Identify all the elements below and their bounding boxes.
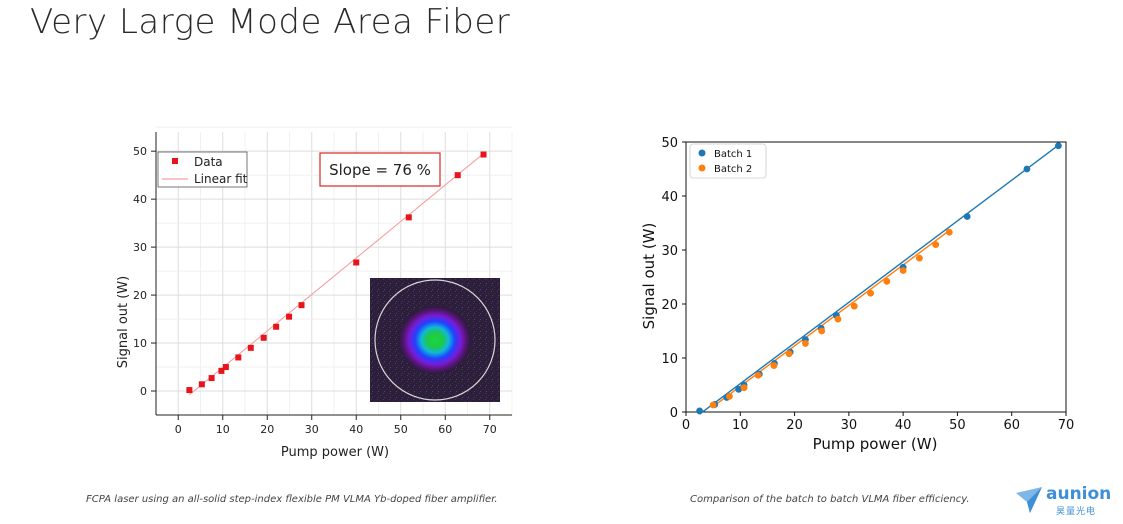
data-point	[454, 172, 461, 179]
slope-annotation: Slope = 76 %	[319, 152, 441, 187]
legend-label-batch1: Batch 1	[714, 149, 752, 160]
x-tick-label: 30	[841, 418, 858, 433]
x-tick-label: 60	[438, 423, 452, 436]
data-point-batch2	[802, 340, 809, 347]
y-tick-label: 20	[133, 289, 147, 302]
data-point-batch2	[770, 362, 778, 369]
paper-plane-icon	[1016, 487, 1042, 513]
chart-batch-comparison: 0 10 20 30 40 50 60 70 0 10 20 30 40 50 Pump power (W…	[640, 136, 1074, 453]
data-point	[298, 302, 305, 309]
data-point	[480, 151, 487, 158]
legend-marker-batch1	[698, 149, 706, 157]
x-tick-label: 20	[786, 418, 803, 433]
x-tick-label: 40	[895, 418, 912, 433]
y-tick-label: 40	[133, 193, 147, 206]
tick-labels: 0 10 20 30 40 50 60 70 0 10 20 30 40 50	[661, 136, 1074, 433]
x-tick-label: 0	[175, 423, 182, 436]
x-tick-label: 70	[483, 423, 497, 436]
data-point	[247, 344, 254, 351]
data-point	[273, 323, 280, 330]
logo-name: aunion	[1046, 484, 1112, 504]
y-tick-label: 0	[140, 385, 147, 398]
legend-label-data: Data	[194, 155, 223, 169]
data-point-batch2	[834, 315, 842, 323]
x-tick-label: 60	[1003, 418, 1020, 433]
y-tick-label: 30	[661, 244, 678, 259]
y-tick-label: 30	[133, 241, 147, 254]
plot-frame	[685, 141, 1067, 413]
data-point-batch2	[818, 327, 826, 335]
data-point-batch2	[726, 392, 733, 400]
data-point	[260, 334, 267, 341]
legend: Batch 1 Batch 2	[689, 143, 767, 179]
data-point-batch1	[963, 213, 971, 220]
beam-profile-inset	[370, 278, 500, 402]
data-point-batch2	[785, 350, 793, 358]
y-tick-label: 0	[670, 406, 678, 421]
company-logo: aunion 昊量光电	[1012, 484, 1116, 518]
caption-right: Comparison of the batch to batch VLMA fi…	[690, 494, 970, 505]
tick-labels: 0 10 20 30 40 50 60 70 0 10 20 30 40 50	[133, 145, 497, 436]
legend: Data Linear fit	[157, 151, 248, 188]
data-point	[186, 387, 193, 394]
data-point	[208, 375, 215, 382]
data-point-batch2	[916, 254, 923, 262]
fit-line-layer	[699, 144, 1059, 415]
y-axis-label: Signal out (W)	[116, 276, 131, 369]
y-tick-label: 50	[133, 145, 147, 158]
x-tick-label: 10	[732, 418, 749, 433]
data-point-batch2	[945, 228, 953, 236]
y-axis-label: Signal out (W)	[640, 223, 658, 330]
data-point	[218, 367, 225, 374]
x-tick-label: 10	[216, 423, 230, 436]
y-tick-label: 10	[661, 352, 678, 367]
data-point	[286, 313, 293, 320]
data-points-layer	[696, 142, 1062, 415]
plot-axes	[151, 132, 512, 420]
legend-marker-data	[172, 158, 178, 164]
x-tick-label: 50	[949, 418, 966, 433]
y-tick-label: 50	[661, 136, 678, 151]
legend-label-fit: Linear fit	[194, 172, 248, 186]
data-points-layer	[186, 151, 487, 394]
data-point-batch2	[932, 241, 940, 248]
fit-line-batch1	[699, 144, 1059, 415]
data-point-batch2	[850, 302, 858, 310]
data-point	[222, 364, 229, 371]
data-point-batch1	[1023, 165, 1031, 173]
data-point-batch1	[735, 385, 743, 393]
data-point-batch2	[740, 384, 748, 392]
data-point-batch2	[709, 401, 717, 409]
data-point-batch2	[754, 371, 762, 379]
x-tick-label: 50	[394, 423, 408, 436]
data-point	[198, 381, 205, 388]
y-tick-label: 20	[661, 298, 678, 313]
data-point-batch1	[696, 407, 703, 415]
x-tick-label: 40	[349, 423, 363, 436]
data-point	[235, 354, 242, 361]
data-point-batch2	[883, 277, 891, 285]
x-axis-label: Pump power (W)	[813, 435, 938, 453]
x-tick-label: 30	[305, 423, 319, 436]
svg-text:Slope = 76 %: Slope = 76 %	[329, 161, 431, 179]
x-tick-label: 0	[682, 418, 690, 433]
chart-linear-fit: 0 10 20 30 40 50 60 70 0 10 20 30 40 50 Pump power (W…	[116, 126, 513, 460]
legend-label-batch2: Batch 2	[714, 164, 752, 175]
x-tick-label: 70	[1058, 418, 1075, 433]
data-point	[353, 259, 360, 266]
logo-subtitle: 昊量光电	[1056, 507, 1097, 517]
data-point-batch2	[899, 267, 907, 274]
data-point-batch2	[867, 289, 874, 297]
y-tick-label: 10	[133, 337, 147, 350]
y-tick-label: 40	[661, 190, 678, 205]
fit-line-batch2	[712, 229, 950, 408]
data-point	[405, 214, 412, 221]
data-point-batch1	[1055, 142, 1062, 150]
x-axis-label: Pump power (W)	[281, 445, 389, 460]
caption-left: FCPA laser using an all-solid step-index…	[86, 494, 498, 505]
slide-title: Very Large Mode Area Fiber	[30, 2, 511, 42]
legend-marker-batch2	[698, 164, 706, 172]
plot-axes	[682, 141, 1067, 416]
x-tick-label: 20	[260, 423, 274, 436]
